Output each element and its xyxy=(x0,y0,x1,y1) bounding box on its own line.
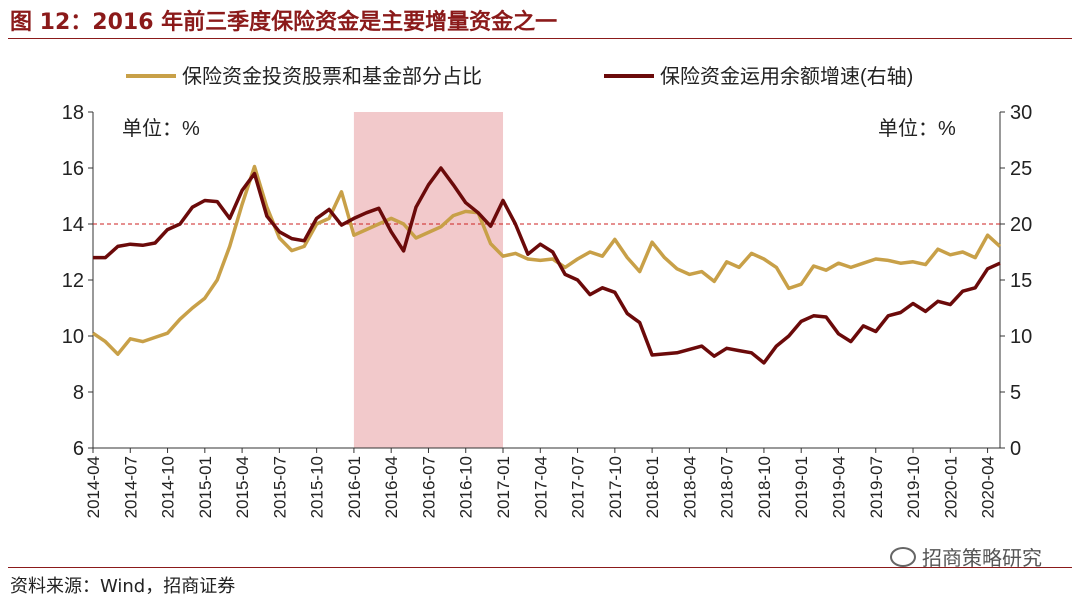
x-tick-label: 2014-10 xyxy=(159,456,178,518)
watermark: 招商策略研究 xyxy=(890,542,1042,571)
x-tick-label: 2014-04 xyxy=(84,456,103,518)
x-tick-label: 2017-10 xyxy=(606,456,625,518)
right-tick-label: 30 xyxy=(1010,102,1032,124)
x-tick-label: 2019-10 xyxy=(904,456,923,518)
left-tick-label: 16 xyxy=(62,158,84,180)
left-tick-label: 12 xyxy=(62,270,84,292)
legend: 保险资金投资股票和基金部分占比 保险资金运用余额增速(右轴) xyxy=(126,65,913,88)
wechat-icon xyxy=(890,547,916,567)
shaded-period xyxy=(353,112,504,448)
x-tick-label: 2017-07 xyxy=(569,456,588,518)
left-tick-label: 6 xyxy=(73,438,84,460)
x-tick-label: 2018-07 xyxy=(718,456,737,518)
source-note: 资料来源：Wind，招商证券 xyxy=(10,576,236,597)
series-balance-growth xyxy=(93,166,1001,365)
right-tick-label: 5 xyxy=(1010,382,1021,404)
chart: 保险资金投资股票和基金部分占比 保险资金运用余额增速(右轴) 单位：% 单位：%… xyxy=(62,65,1033,518)
legend-label-stock-fund-share: 保险资金投资股票和基金部分占比 xyxy=(182,65,482,88)
x-tick-label: 2015-10 xyxy=(308,456,327,518)
x-tick-label: 2015-01 xyxy=(196,456,215,518)
x-tick-label: 2016-01 xyxy=(345,456,364,518)
right-tick-label: 10 xyxy=(1010,326,1032,348)
left-tick-label: 8 xyxy=(73,382,84,404)
legend-label-balance-growth: 保险资金运用余额增速(右轴) xyxy=(660,65,913,88)
x-tick-label: 2016-07 xyxy=(419,456,438,518)
watermark-text: 招商策略研究 xyxy=(922,546,1042,570)
series-stock-fund-share xyxy=(92,164,1002,356)
x-tick-label: 2016-04 xyxy=(382,456,401,518)
x-tick-label: 2018-04 xyxy=(680,456,699,518)
x-tick-label: 2019-01 xyxy=(792,456,811,518)
x-tick-label: 2018-10 xyxy=(755,456,774,518)
x-tick-label: 2019-07 xyxy=(867,456,886,518)
left-tick-label: 14 xyxy=(62,214,84,236)
x-tick-label: 2020-01 xyxy=(941,456,960,518)
left-unit-label: 单位：% xyxy=(122,117,200,140)
right-tick-label: 25 xyxy=(1010,158,1032,180)
right-tick-label: 0 xyxy=(1010,438,1021,460)
chart-title: 图 12：2016 年前三季度保险资金是主要增量资金之一 xyxy=(10,10,558,35)
x-tick-label: 2016-10 xyxy=(457,456,476,518)
right-tick-label: 20 xyxy=(1010,214,1032,236)
source-divider xyxy=(8,567,1072,568)
x-tick-label: 2020-04 xyxy=(979,456,998,518)
x-tick-label: 2018-01 xyxy=(643,456,662,518)
x-tick-label: 2015-04 xyxy=(233,456,252,518)
x-tick-label: 2017-04 xyxy=(531,456,550,518)
right-unit-label: 单位：% xyxy=(878,117,956,140)
right-tick-label: 15 xyxy=(1010,270,1032,292)
title-divider xyxy=(8,38,1072,39)
x-tick-label: 2017-01 xyxy=(494,456,513,518)
x-tick-label: 2014-07 xyxy=(121,456,140,518)
left-tick-label: 10 xyxy=(62,326,84,348)
x-tick-label: 2019-04 xyxy=(829,456,848,518)
x-tick-label: 2015-07 xyxy=(270,456,289,518)
left-tick-label: 18 xyxy=(62,102,84,124)
